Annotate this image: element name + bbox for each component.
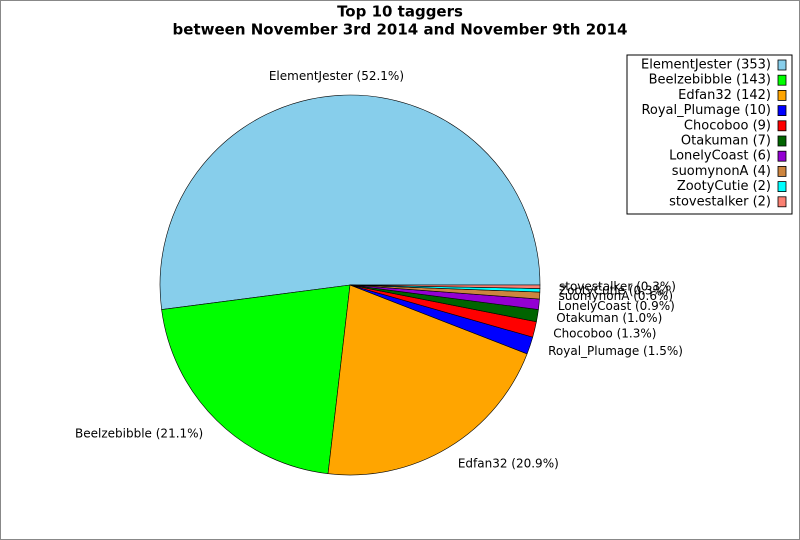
pie-slice xyxy=(159,94,541,310)
slice-label: suomynonA (0.6%) xyxy=(559,289,673,303)
legend-swatch xyxy=(777,120,787,132)
chart-title: Top 10 taggers xyxy=(337,3,463,21)
legend-label: Chocoboo (9) xyxy=(684,118,771,133)
slice-label: ZootyCutie (0.3%) xyxy=(559,283,669,297)
slice-label: stovestalker (0.3%) xyxy=(559,279,676,293)
legend-label: Beelzebibble (143) xyxy=(649,73,771,88)
legend-swatch xyxy=(777,165,787,177)
legend-label: Edfan32 (142) xyxy=(678,88,771,103)
slice-label: Royal_Plumage (1.5%) xyxy=(548,344,683,358)
slice-label: Edfan32 (20.9%) xyxy=(458,457,559,471)
legend-swatch xyxy=(777,135,787,147)
legend-label: Otakuman (7) xyxy=(681,134,771,149)
legend-swatch xyxy=(777,74,787,86)
legend-swatch xyxy=(777,105,787,116)
legend-swatch xyxy=(777,90,787,101)
legend-swatch xyxy=(777,150,787,162)
legend-box xyxy=(626,54,793,215)
legend-label: LonelyCoast (6) xyxy=(669,149,771,164)
legend-swatch xyxy=(777,181,787,193)
pie-slice xyxy=(349,284,541,289)
legend-label: Royal_Plumage (10) xyxy=(641,103,771,118)
legend-swatch xyxy=(777,59,787,71)
chart-subtitle: between November 3rd 2014 and November 9… xyxy=(173,21,628,39)
slice-label: ElementJester (52.1%) xyxy=(269,69,404,83)
legend-label: ZootyCutie (2) xyxy=(677,179,771,194)
slice-label: Otakuman (1.0%) xyxy=(556,311,662,325)
pie-slice xyxy=(161,284,351,475)
legend-label: stovestalker (2) xyxy=(669,194,771,209)
slice-label: Beelzebibble (21.1%) xyxy=(75,426,203,440)
legend-label: suomynonA (4) xyxy=(672,164,771,179)
legend-swatch xyxy=(777,196,787,208)
legend-label: ElementJester (353) xyxy=(641,58,771,73)
slice-label: LonelyCoast (0.9%) xyxy=(558,299,675,313)
slice-label: Chocoboo (1.3%) xyxy=(553,326,656,340)
pie-slice xyxy=(327,284,528,476)
